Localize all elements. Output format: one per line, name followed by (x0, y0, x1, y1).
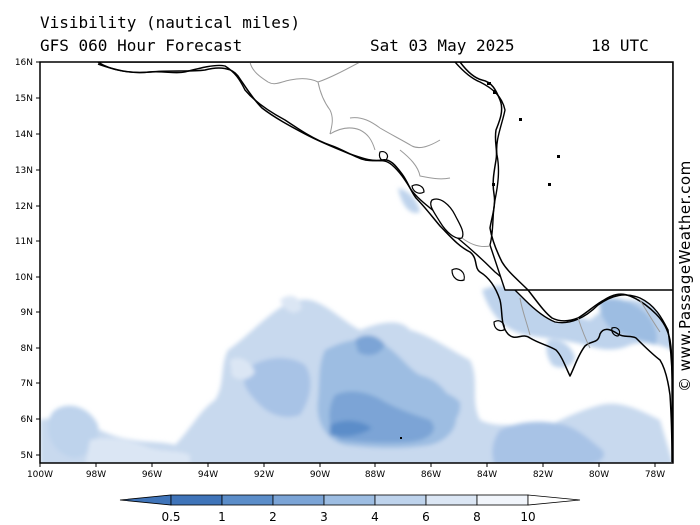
lat-label: 5N (21, 451, 33, 461)
colorbar-label: 8 (473, 510, 481, 524)
map-border (39, 61, 674, 464)
colorbar-label: 10 (520, 510, 535, 524)
longitude-labels: 100W 98W 96W 94W 92W 90W 88W 86W 84W 82W… (27, 470, 665, 480)
lon-label: 98W (86, 470, 106, 480)
colorbar-end-high (527, 494, 581, 506)
latitude-labels: 16N 15N 14N 13N 12N 11N 10N 9N 8N 7N 6N … (15, 58, 33, 461)
lon-label: 92W (254, 470, 274, 480)
forecast-subtitle: GFS 060 Hour Forecast (40, 36, 243, 55)
copyright-credit: © www.PassageWeather.com (676, 160, 694, 392)
colorbar-segment (221, 494, 274, 506)
caribbean-islands (400, 82, 560, 439)
lon-label: 78W (645, 470, 665, 480)
caribbean-coastline (459, 62, 673, 371)
colorbar-segment (272, 494, 325, 506)
lon-label: 84W (477, 470, 497, 480)
colorbar-label: 1 (218, 510, 226, 524)
lat-label: 8N (21, 344, 33, 354)
colorbar-end-low (119, 494, 172, 506)
pacific-coastline (97, 63, 673, 463)
lon-label: 94W (198, 470, 218, 480)
colorbar-segment (476, 494, 529, 506)
lat-label: 12N (15, 202, 33, 212)
lon-label: 96W (142, 470, 162, 480)
colorbar-label: 4 (371, 510, 379, 524)
lon-label: 90W (310, 470, 330, 480)
colorbar-segment (374, 494, 427, 506)
lat-label: 9N (21, 308, 33, 318)
lon-label: 80W (589, 470, 609, 480)
colorbar-label: 0.5 (161, 510, 180, 524)
country-borders (249, 62, 661, 349)
colorbar-label: 3 (320, 510, 328, 524)
lat-label: 13N (15, 166, 33, 176)
chart-title: Visibility (nautical miles) (40, 13, 301, 32)
colorbar-label: 6 (422, 510, 430, 524)
colorbar-segment (425, 494, 478, 506)
lon-label: 82W (533, 470, 553, 480)
colorbar-labels: 0.5 1 2 3 4 6 8 10 (161, 510, 535, 524)
lat-label: 6N (21, 415, 33, 425)
lat-label: 10N (15, 273, 33, 283)
lat-label: 11N (15, 237, 33, 247)
colorbar-segment (170, 494, 223, 506)
lat-label: 15N (15, 94, 33, 104)
colorbar-segment (323, 494, 376, 506)
forecast-date: Sat 03 May 2025 (370, 36, 515, 55)
lon-label: 100W (27, 470, 53, 480)
lat-label: 16N (15, 58, 33, 68)
colorbar-label: 2 (269, 510, 277, 524)
lon-label: 86W (421, 470, 441, 480)
lat-label: 7N (21, 379, 33, 389)
colorbar (119, 494, 581, 506)
forecast-time: 18 UTC (591, 36, 649, 55)
latitude-ticks (36, 61, 40, 456)
lake-managua (411, 184, 425, 194)
lat-label: 14N (15, 130, 33, 140)
lon-label: 88W (365, 470, 385, 480)
longitude-ticks (39, 463, 656, 467)
